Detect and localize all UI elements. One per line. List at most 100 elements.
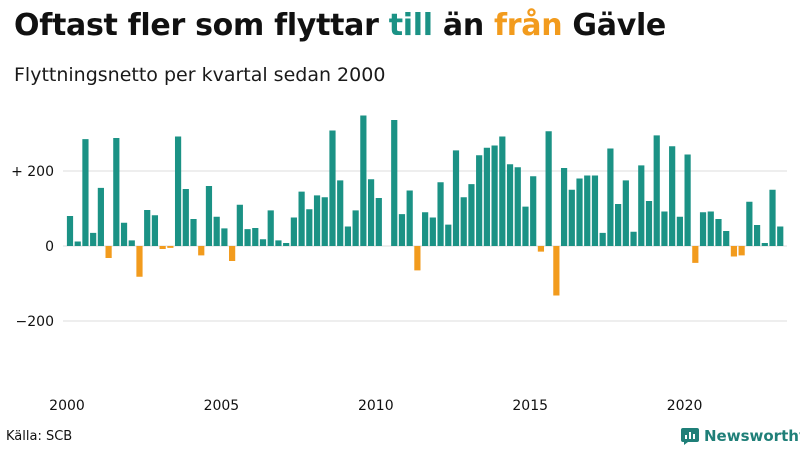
bar-36 [344,226,352,246]
bar-34 [329,130,336,246]
bar-89 [753,225,761,246]
bar-90 [761,243,768,246]
bar-52 [468,184,475,247]
bar-4 [97,187,104,247]
bar-77 [661,211,668,246]
bar-61 [537,246,545,252]
x-tick-label-0: 2000 [49,398,85,414]
title-part-2: än [432,8,495,43]
bar-9 [136,246,143,277]
bar-20 [221,228,228,247]
brand-name: Newsworthy [704,427,800,445]
bar-40 [375,198,382,246]
bar-5 [105,246,112,258]
bar-81 [692,246,699,263]
bars [66,115,784,296]
bar-2 [82,139,89,247]
bar-58 [514,167,521,246]
bar-19 [213,216,220,246]
bar-86 [730,246,738,257]
bar-28 [283,243,290,246]
bar-15 [182,189,189,246]
bar-63 [553,246,560,296]
x-tick-label-2: 2010 [358,398,394,414]
bar-76 [653,135,660,247]
bar-13 [167,246,174,248]
bar-12 [159,246,166,249]
bar-43 [398,214,406,247]
bar-88 [746,201,753,246]
bar-92 [777,226,784,246]
bar-48 [437,182,444,246]
bar-11 [151,215,159,246]
y-axis-ticks: + 200 0 −200 [11,164,54,330]
bar-29 [290,217,297,246]
bar-49 [445,224,452,247]
bar-54 [483,147,490,246]
bar-37 [352,210,359,247]
bar-50 [452,150,460,247]
bar-6 [113,138,120,246]
bar-55 [491,145,498,246]
bar-57 [506,164,514,246]
bar-27 [275,240,282,247]
source-note: Källa: SCB [6,429,73,444]
chart-title: Oftast fler som flyttar till än från Gäv… [14,4,666,48]
bar-71 [615,204,622,246]
bar-0 [66,216,74,246]
bar-73 [630,231,637,246]
bar-87 [738,246,745,256]
bar-22 [236,204,243,246]
bar-82 [699,212,707,246]
bar-72 [622,180,629,247]
x-tick-label-3: 2015 [512,398,548,414]
bar-chart: + 200 0 −200 2000 2005 2010 2015 2020 [11,115,787,414]
bar-23 [244,229,251,247]
bar-31 [306,209,313,246]
bar-69 [599,232,606,247]
newsworthy-icon [681,428,699,445]
bar-26 [267,210,274,247]
bar-68 [591,175,599,246]
bar-83 [707,211,714,246]
bar-79 [676,216,683,246]
bar-24 [252,228,259,246]
bar-56 [499,136,506,246]
title-part-1: Oftast fler som flyttar [14,8,389,43]
bar-39 [367,179,375,246]
bar-16 [190,219,197,246]
title-out-word: från [494,8,563,43]
bar-42 [391,120,398,246]
bar-17 [198,246,205,256]
bar-25 [259,239,267,246]
bar-18 [205,186,213,246]
x-axis-ticks: 2000 2005 2010 2015 2020 [49,398,702,414]
bar-38 [360,115,367,246]
bar-62 [545,131,552,246]
bar-33 [321,197,328,246]
bar-78 [669,146,676,246]
brand-logo: Newsworthy [680,426,800,446]
bar-8 [128,240,135,247]
bar-53 [476,155,483,246]
x-tick-label-4: 2020 [667,398,703,414]
y-tick-label-0: + 200 [11,164,54,180]
bar-10 [144,210,151,246]
bar-64 [560,168,568,246]
bar-46 [422,212,429,246]
bar-21 [229,246,236,261]
bar-80 [684,154,691,246]
bar-59 [522,206,529,247]
bar-60 [530,176,537,246]
bar-65 [568,189,575,246]
bar-44 [406,190,413,246]
bar-74 [638,165,645,247]
title-in-word: till [388,8,433,43]
bar-1 [74,241,81,246]
x-tick-label-1: 2005 [204,398,240,414]
bar-51 [460,197,467,246]
chart-subtitle: Flyttningsnetto per kvartal sedan 2000 [14,64,386,86]
bar-35 [337,180,344,247]
y-tick-label-1: 0 [45,239,54,255]
title-part-3: Gävle [562,8,666,43]
